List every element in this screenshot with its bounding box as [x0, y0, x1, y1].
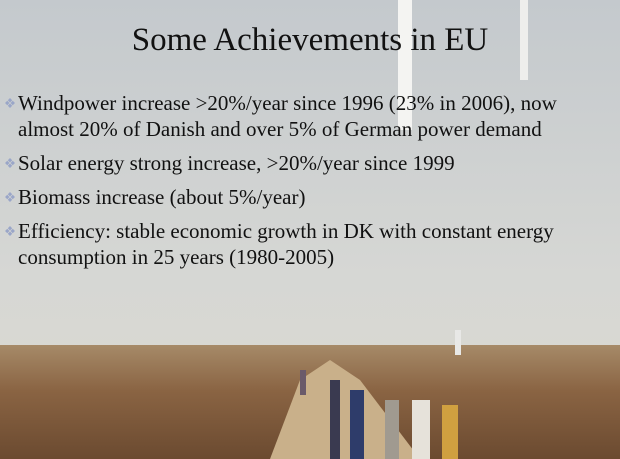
bullet-text: Solar energy strong increase, >20%/year … — [18, 151, 455, 175]
slide-title: Some Achievements in EU — [131, 22, 489, 58]
bullet-list: Windpower increase >20%/year since 1996 … — [0, 90, 620, 278]
bullet-item: Efficiency: stable economic growth in DK… — [0, 218, 614, 270]
bullet-item: Biomass increase (about 5%/year) — [0, 184, 614, 210]
bullet-text: Windpower increase >20%/year since 1996 … — [18, 91, 557, 141]
bullet-icon — [5, 158, 15, 168]
bullet-icon — [5, 226, 15, 236]
bullet-text: Biomass increase (about 5%/year) — [18, 185, 306, 209]
bullet-text: Efficiency: stable economic growth in DK… — [18, 219, 554, 269]
bullet-item: Windpower increase >20%/year since 1996 … — [0, 90, 614, 142]
bullet-item: Solar energy strong increase, >20%/year … — [0, 150, 614, 176]
bullet-icon — [5, 98, 15, 108]
bullet-icon — [5, 192, 15, 202]
